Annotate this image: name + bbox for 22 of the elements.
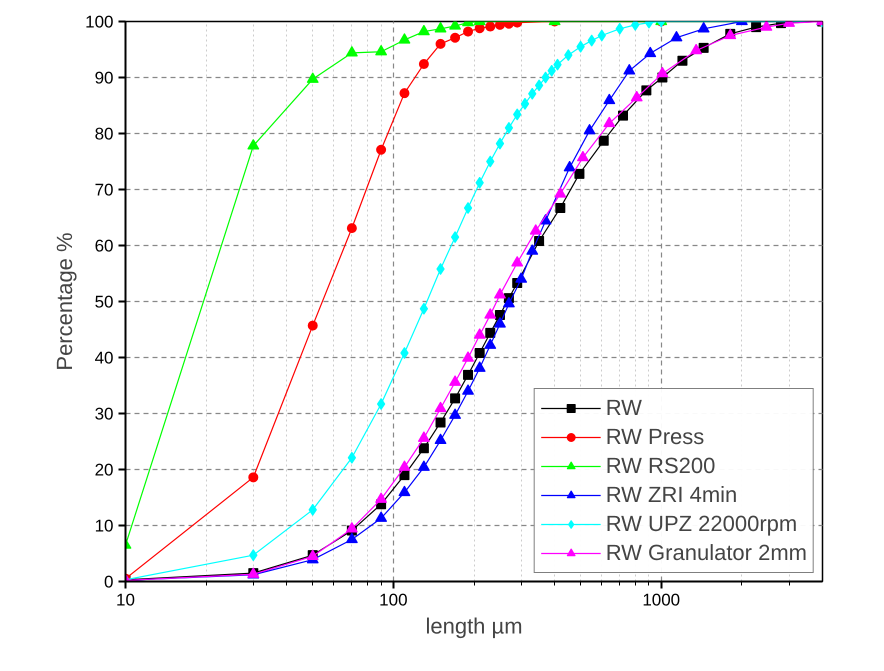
- y-tick-label: 80: [94, 124, 114, 144]
- x-axis-title: length µm: [425, 614, 523, 638]
- y-tick-label: 40: [94, 348, 114, 368]
- legend-label: RW ZRI 4min: [606, 482, 738, 508]
- x-tick-label: 10: [116, 590, 135, 610]
- y-tick-label: 0: [104, 572, 114, 592]
- legend-label: RW Press: [606, 424, 704, 450]
- x-tick-label: 100: [379, 590, 408, 610]
- y-tick-label: 10: [94, 516, 114, 536]
- x-tick-label: 1000: [642, 590, 680, 610]
- y-axis-title: Percentage %: [52, 232, 78, 371]
- legend-label: RW RS200: [606, 453, 716, 479]
- y-tick-label: 20: [94, 460, 114, 480]
- legend-label: RW UPZ 22000rpm: [606, 511, 798, 537]
- y-tick-label: 70: [94, 180, 114, 200]
- y-tick-label: 100: [85, 12, 114, 32]
- legend-label: RW Granulator 2mm: [606, 540, 807, 566]
- y-tick-label: 60: [94, 236, 114, 256]
- y-tick-label: 90: [94, 68, 114, 88]
- y-tick-label: 30: [94, 404, 114, 424]
- legend-label: RW: [606, 395, 642, 421]
- y-tick-label: 50: [94, 292, 114, 312]
